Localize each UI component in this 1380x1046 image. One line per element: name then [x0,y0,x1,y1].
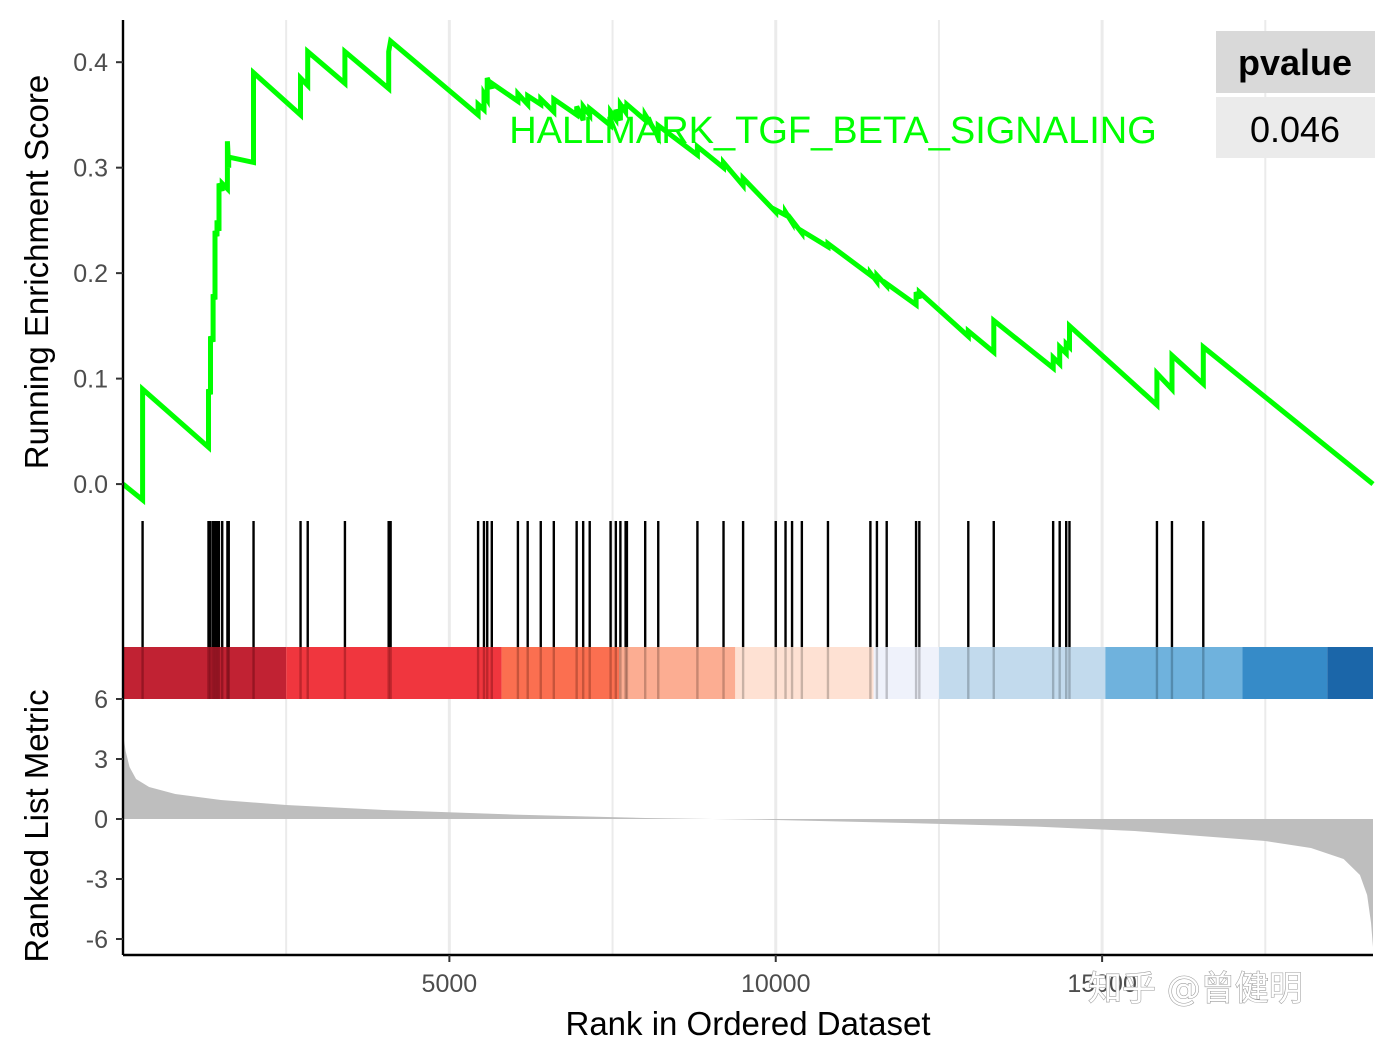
x-tick-label: 15000 [1067,970,1137,998]
x-tick-label: 5000 [422,970,478,998]
gene-set-label: HALLMARK_TGF_BETA_SIGNALING [509,110,1157,152]
bottom-panel-gridlines [285,521,1267,955]
top-y-ticks: 0.0 0.1 0.2 0.3 0.4 [73,49,123,499]
pvalue-header: pvalue [1238,42,1352,83]
heat-band [1327,647,1373,699]
x-tick-label: 10000 [741,970,811,998]
ranked-metric-heat-strip [123,647,1373,699]
heat-band [938,647,1106,699]
pvalue-header-cell [1216,31,1375,93]
pvalue-table: pvalue 0.046 [1216,31,1375,158]
watermark: 知乎 @曾健明 [1088,969,1303,1009]
top-y-tick-label: 0.1 [73,366,108,394]
top-y-tick-label: 0.0 [73,471,108,499]
running-es-line [121,36,1375,506]
pvalue-value-cell [1216,97,1375,158]
heat-band [619,647,736,699]
bottom-y-axis-title: Ranked List Metric [18,689,55,962]
x-ticks: 5000 10000 15000 [422,955,1137,998]
pvalue-value: 0.046 [1250,109,1340,150]
bottom-y-tick-label: 3 [94,746,108,774]
ranked-metric-area [123,733,1373,947]
top-y-axis-title: Running Enrichment Score [18,75,55,469]
axes [121,20,1373,957]
heat-band [1105,647,1243,699]
heat-band [735,647,874,699]
bottom-y-tick-label: -3 [86,866,108,894]
bottom-y-tick-label: -6 [86,926,108,954]
heat-band [123,647,287,699]
heat-band [1242,647,1328,699]
top-y-tick-label: 0.2 [73,260,108,288]
bottom-y-ticks: -6 -3 0 3 6 [86,686,123,954]
top-y-tick-label: 0.4 [73,49,108,77]
x-axis-title: Rank in Ordered Dataset [565,1005,930,1042]
heat-band [501,647,620,699]
top-y-tick-label: 0.3 [73,155,108,183]
heat-band [286,647,502,699]
heat-band [873,647,939,699]
top-panel-gridlines [285,20,1267,521]
bottom-y-tick-label: 0 [94,806,108,834]
bottom-y-tick-label: 6 [94,686,108,714]
